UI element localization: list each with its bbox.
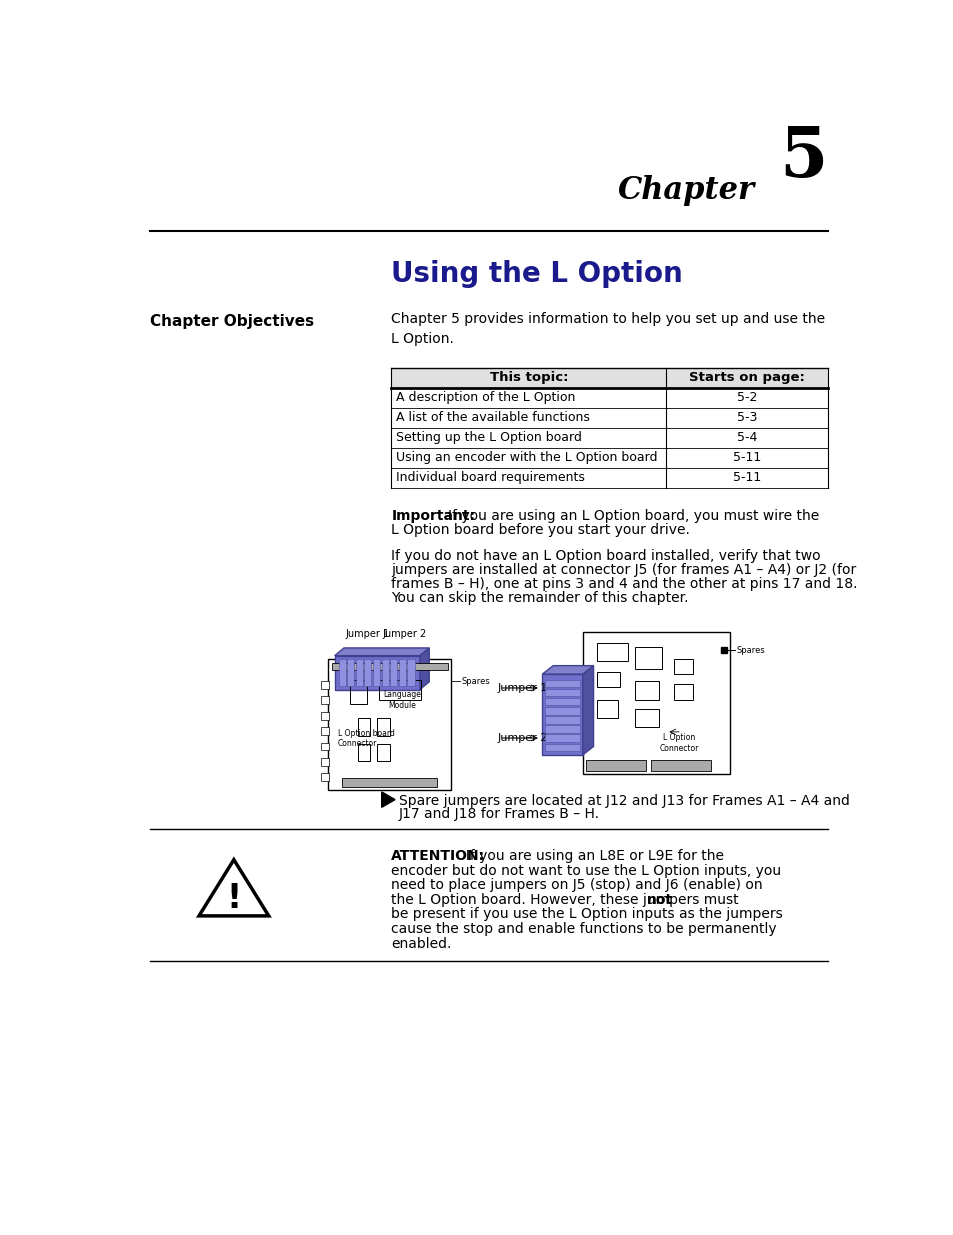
Text: not: not (646, 893, 673, 906)
Text: need to place jumpers on J5 (stop) and J6 (enable) on: need to place jumpers on J5 (stop) and J… (391, 878, 762, 892)
Bar (320, 711, 329, 720)
Text: Chapter: Chapter (618, 175, 755, 206)
Text: Spares: Spares (736, 646, 764, 655)
Bar (332, 662, 447, 671)
Bar (320, 727, 329, 735)
Text: Jumper 2: Jumper 2 (382, 629, 427, 638)
Text: Starts on page:: Starts on page: (688, 372, 804, 384)
Bar (596, 672, 619, 687)
Text: 5-11: 5-11 (732, 451, 760, 464)
Bar (381, 658, 388, 687)
Bar (545, 716, 579, 724)
Text: 5-2: 5-2 (736, 391, 757, 404)
Bar (320, 697, 329, 704)
Text: enabled.: enabled. (391, 936, 451, 951)
Bar (357, 745, 370, 761)
Bar (320, 680, 329, 689)
Bar (596, 699, 618, 718)
Polygon shape (381, 792, 395, 808)
Bar (545, 679, 579, 687)
Text: Chapter 5 provides information to help you set up and use the
L Option.: Chapter 5 provides information to help y… (391, 312, 824, 346)
Text: the L Option board. However, these jumpers must: the L Option board. However, these jumpe… (391, 893, 742, 906)
Bar (407, 658, 415, 687)
Text: Language
Module: Language Module (383, 690, 420, 710)
Bar (335, 656, 419, 689)
Text: If you are using an L8E or L9E for the: If you are using an L8E or L9E for the (456, 848, 723, 863)
Bar (545, 735, 579, 742)
Text: A list of the available functions: A list of the available functions (395, 411, 589, 424)
Text: Setting up the L Option board: Setting up the L Option board (395, 431, 581, 445)
Text: Spare jumpers are located at J12 and J13 for Frames A1 – A4 and: Spare jumpers are located at J12 and J13… (398, 794, 849, 808)
Bar (378, 680, 421, 699)
Bar (542, 674, 582, 755)
Text: Jumper 2: Jumper 2 (497, 734, 547, 743)
Text: Individual board requirements: Individual board requirements (395, 472, 584, 484)
Text: Spares: Spares (461, 677, 490, 685)
Text: If you are using an L Option board, you must wire the: If you are using an L Option board, you … (448, 509, 819, 524)
Text: jumpers are installed at connector J5 (for frames A1 – A4) or J2 (for: jumpers are installed at connector J5 (f… (391, 563, 856, 577)
Text: frames B – H), one at pins 3 and 4 and the other at pins 17 and 18.: frames B – H), one at pins 3 and 4 and t… (391, 577, 857, 592)
Text: 5-3: 5-3 (736, 411, 757, 424)
Bar (347, 658, 354, 687)
Text: 5-11: 5-11 (732, 472, 760, 484)
Bar (398, 658, 405, 687)
Text: Chapter Objectives: Chapter Objectives (151, 314, 314, 329)
Bar (545, 725, 579, 732)
Bar (376, 718, 390, 736)
Text: Jumper 1: Jumper 1 (497, 683, 547, 693)
Text: L Option
Connector: L Option Connector (659, 734, 699, 753)
Text: J17 and J18 for Frames B – H.: J17 and J18 for Frames B – H. (398, 808, 599, 821)
Text: A description of the L Option: A description of the L Option (395, 391, 575, 404)
Bar (320, 742, 329, 751)
Text: If you do not have an L Option board installed, verify that two: If you do not have an L Option board ins… (391, 550, 821, 563)
Bar (582, 632, 729, 774)
Text: Using an encoder with the L Option board: Using an encoder with the L Option board (395, 451, 657, 464)
Bar (391, 368, 826, 388)
Text: ATTENTION:: ATTENTION: (391, 848, 485, 863)
Text: encoder but do not want to use the L Option inputs, you: encoder but do not want to use the L Opt… (391, 863, 781, 878)
Polygon shape (582, 666, 593, 755)
Bar (373, 658, 379, 687)
Bar (328, 659, 451, 790)
Text: Important:: Important: (391, 509, 475, 524)
Bar (545, 698, 579, 705)
Bar (674, 658, 692, 674)
Polygon shape (335, 648, 429, 656)
Bar (355, 658, 362, 687)
Text: be present if you use the L Option inputs as the jumpers: be present if you use the L Option input… (391, 908, 782, 921)
Bar (320, 773, 329, 782)
Bar (585, 761, 645, 771)
Bar (596, 642, 627, 661)
Bar (357, 718, 370, 736)
Text: L Option board before you start your drive.: L Option board before you start your dri… (391, 524, 689, 537)
Polygon shape (419, 648, 429, 689)
Text: cause the stop and enable functions to be permanently: cause the stop and enable functions to b… (391, 923, 776, 936)
Bar (320, 758, 329, 766)
Bar (364, 658, 371, 687)
Text: This topic:: This topic: (489, 372, 567, 384)
Bar (650, 761, 711, 771)
Bar (342, 778, 436, 787)
Bar (635, 680, 658, 699)
Bar (545, 689, 579, 697)
Text: !: ! (226, 883, 241, 915)
Bar (545, 706, 579, 715)
Text: 5-4: 5-4 (736, 431, 757, 445)
Text: 5: 5 (779, 124, 826, 190)
Polygon shape (542, 666, 593, 674)
Bar (720, 647, 726, 653)
Text: You can skip the remainder of this chapter.: You can skip the remainder of this chapt… (391, 592, 688, 605)
Bar (674, 684, 692, 699)
Bar (350, 679, 367, 704)
Text: Jumper 1: Jumper 1 (345, 629, 389, 638)
Bar (376, 745, 390, 761)
Bar (338, 658, 345, 687)
Text: Using the L Option: Using the L Option (391, 259, 682, 288)
Text: L Option board
Connector: L Option board Connector (337, 729, 395, 748)
Bar (390, 658, 396, 687)
Bar (635, 647, 661, 668)
Bar (545, 743, 579, 751)
Polygon shape (199, 860, 269, 916)
Bar (635, 709, 658, 727)
